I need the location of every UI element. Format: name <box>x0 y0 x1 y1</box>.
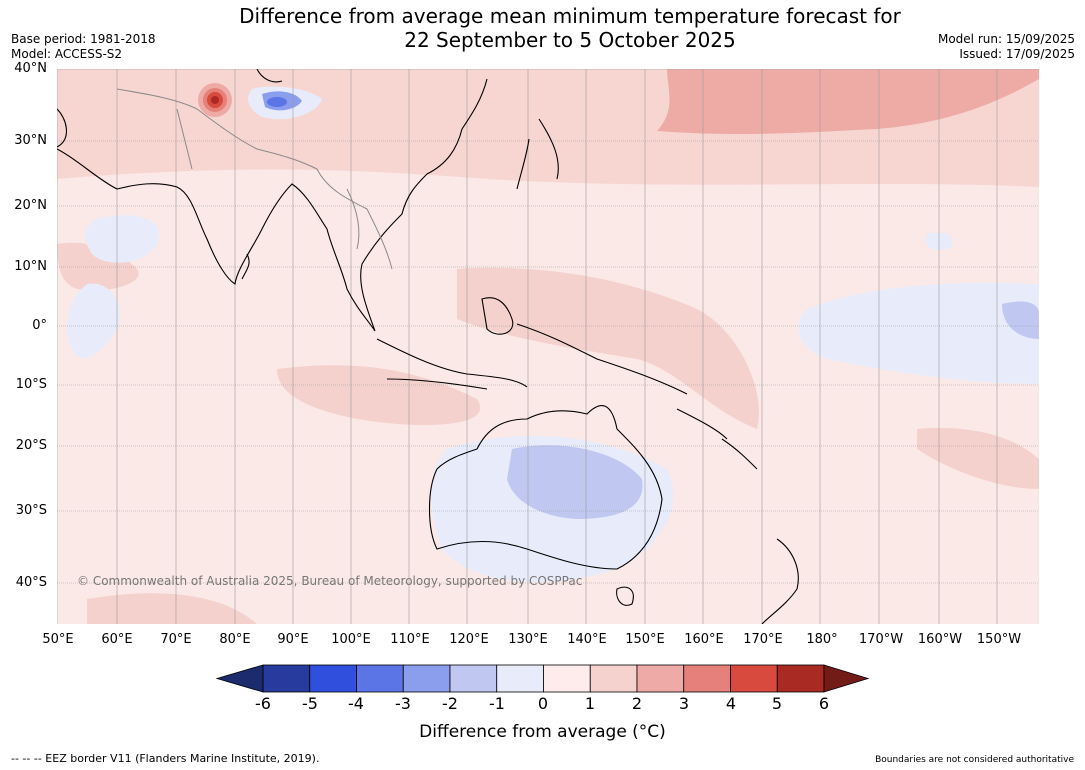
colorbar-cell <box>636 664 685 693</box>
map-svg <box>57 69 1039 624</box>
lon-label: 80°E <box>219 632 251 647</box>
lon-label: 110°E <box>390 632 430 647</box>
lon-label: 170°E <box>743 632 783 647</box>
copyright-text: © Commonwealth of Australia 2025, Bureau… <box>77 574 583 588</box>
lat-label: 0° <box>32 318 47 333</box>
lon-label: 160°W <box>917 632 963 647</box>
meta-right: Model run: 15/09/2025 Issued: 17/09/2025 <box>938 32 1075 62</box>
anomaly-fields <box>57 69 1039 624</box>
lat-label: 10°S <box>15 377 47 392</box>
boundaries-note: Boundaries are not considered authoritat… <box>875 755 1074 765</box>
lat-label: 40°S <box>15 575 47 590</box>
lat-label: 20°N <box>14 198 47 213</box>
colorbar-label: 2 <box>631 694 643 713</box>
colorbar-label: -2 <box>442 694 458 713</box>
colorbar-label: 6 <box>818 694 830 713</box>
colorbar-label: -5 <box>302 694 318 713</box>
colorbar-label: 1 <box>584 694 596 713</box>
issued-date: Issued: 17/09/2025 <box>959 47 1075 61</box>
lat-label: 20°S <box>15 438 47 453</box>
colorbar-cell <box>402 664 451 693</box>
colorbar-cell <box>683 664 731 693</box>
lon-label: 150°W <box>976 632 1022 647</box>
lon-label: 150°E <box>625 632 665 647</box>
colorbar-label: -4 <box>348 694 364 713</box>
colorbar-cell <box>496 664 544 693</box>
colorbar-cell <box>543 664 591 693</box>
country-borders <box>116 88 393 270</box>
lon-label: 160°E <box>684 632 724 647</box>
colorbar-cell <box>449 664 498 693</box>
colorbar-cell <box>730 664 778 693</box>
lon-label: 90°E <box>277 632 309 647</box>
colorbar-label: 0 <box>537 694 549 713</box>
lon-label: 50°E <box>42 632 74 647</box>
lat-label: 30°N <box>14 133 47 148</box>
colorbar-cell <box>262 664 311 693</box>
lon-label: 120°E <box>449 632 489 647</box>
lat-label: 40°N <box>14 61 47 76</box>
colorbar-label: -6 <box>255 694 271 713</box>
lon-label: 130°E <box>508 632 548 647</box>
title-line-1: Difference from average mean minimum tem… <box>239 4 901 28</box>
colorbar-label: 4 <box>725 694 737 713</box>
map-title: Difference from average mean minimum tem… <box>0 4 1085 52</box>
title-line-2: 22 September to 5 October 2025 <box>404 28 736 52</box>
colorbar-label: -3 <box>395 694 411 713</box>
colorbar <box>215 664 870 693</box>
lon-label: 60°E <box>101 632 133 647</box>
coastlines <box>57 69 799 624</box>
colorbar-cells <box>262 664 825 693</box>
lon-label: 70°E <box>160 632 192 647</box>
colorbar-cell <box>589 664 638 693</box>
lon-label: 170°W <box>858 632 904 647</box>
colorbar-title: Difference from average (°C) <box>419 722 666 742</box>
colorbar-cell <box>309 664 357 693</box>
lat-label: 30°S <box>15 503 47 518</box>
lon-label: 180° <box>806 632 838 647</box>
model-run: Model run: 15/09/2025 <box>937 32 1075 46</box>
lat-label: 10°N <box>14 259 47 274</box>
lon-label: 100°E <box>331 632 371 647</box>
base-period: Base period: 1981-2018 <box>11 32 156 46</box>
colorbar-label: 3 <box>678 694 690 713</box>
graticule <box>57 69 1039 624</box>
colorbar-under-arrow <box>215 664 264 693</box>
eez-note: -- -- -- EEZ border V11 (Flanders Marine… <box>11 752 320 765</box>
colorbar-label: -1 <box>489 694 505 713</box>
lon-label: 140°E <box>567 632 607 647</box>
map-panel: © Commonwealth of Australia 2025, Bureau… <box>57 69 1039 624</box>
colorbar-cell <box>776 664 825 693</box>
colorbar-label: 5 <box>771 694 783 713</box>
model-name: Model: ACCESS-S2 <box>11 47 123 61</box>
meta-left: Base period: 1981-2018 Model: ACCESS-S2 <box>11 32 156 62</box>
colorbar-cell <box>356 664 404 693</box>
colorbar-over-arrow <box>823 664 870 693</box>
